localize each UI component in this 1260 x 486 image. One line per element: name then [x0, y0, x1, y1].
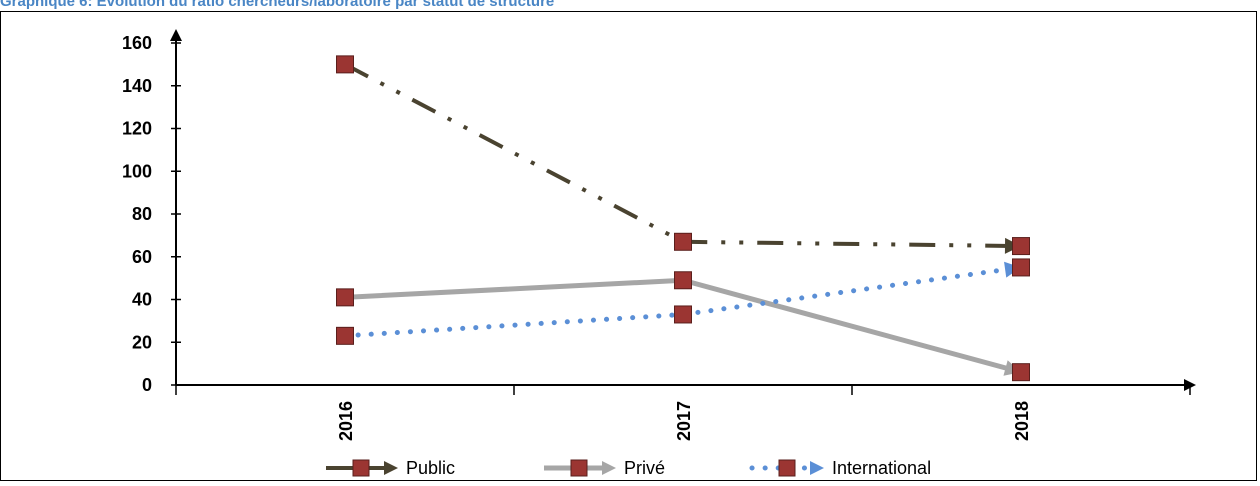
chart-frame — [0, 11, 1257, 481]
data-point — [674, 305, 692, 324]
data-point — [674, 232, 692, 251]
y-tick-label: 80 — [132, 204, 152, 224]
data-point — [674, 271, 692, 290]
y-tick-label: 140 — [122, 76, 152, 96]
x-tick-label: 2017 — [674, 401, 694, 441]
legend-label: International — [832, 458, 931, 478]
data-point — [336, 288, 354, 307]
x-tick-label: 2018 — [1012, 401, 1032, 441]
y-tick-label: 100 — [122, 161, 152, 181]
series-privé — [336, 271, 1030, 382]
legend-marker — [778, 459, 796, 477]
legend-item-international: International — [749, 458, 931, 478]
legend-arrow — [602, 461, 616, 475]
series-international — [336, 258, 1030, 345]
legend: Public Privé International — [326, 458, 931, 478]
axes: 0 20 40 60 80 100 120 140 160 2016 2017 2018 — [122, 29, 1196, 441]
data-point — [336, 326, 354, 345]
x-tick-label: 2016 — [336, 401, 356, 441]
series-line — [344, 277, 1022, 375]
y-tick-label: 60 — [132, 247, 152, 267]
legend-item-privé: Privé — [544, 458, 665, 478]
data-point — [336, 55, 354, 74]
data-point — [1012, 237, 1030, 256]
legend-marker — [570, 459, 588, 477]
y-tick-label: 20 — [132, 332, 152, 352]
y-tick-label: 0 — [142, 375, 152, 395]
chart-caption: Graphique 6: Evolution du ratio chercheu… — [0, 0, 555, 10]
series-layer — [336, 55, 1030, 382]
data-point — [1012, 258, 1030, 277]
series-line — [344, 62, 1022, 249]
data-point — [1012, 363, 1030, 382]
y-tick-label: 120 — [122, 119, 152, 139]
series-public — [336, 55, 1030, 256]
legend-label: Privé — [624, 458, 665, 478]
legend-arrow — [384, 461, 398, 475]
legend-item-public: Public — [326, 458, 455, 478]
y-tick-label: 160 — [122, 33, 152, 53]
legend-label: Public — [406, 458, 455, 478]
legend-marker — [352, 459, 370, 477]
legend-arrow — [810, 461, 824, 475]
y-tick-label: 40 — [132, 290, 152, 310]
